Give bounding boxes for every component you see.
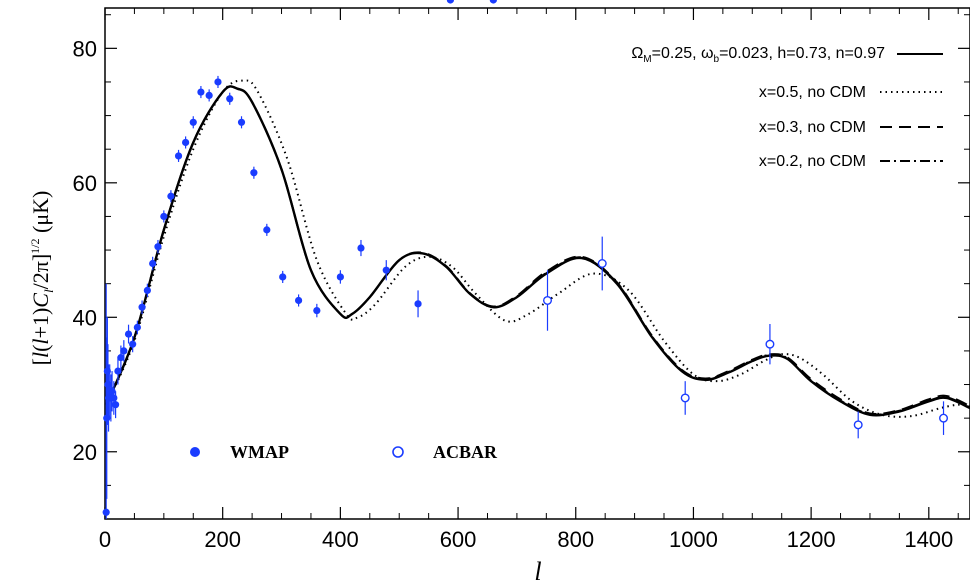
wmap-point: [160, 212, 168, 221]
legend-label-lcdm: ΩM=0.25, ωb=0.023, h=0.73, n=0.97: [631, 45, 885, 65]
wmap-point: [250, 169, 258, 177]
wmap-point: [129, 340, 137, 348]
data-markers: [102, 0, 949, 516]
wmap-point: [205, 91, 213, 100]
series-line-dashdot: [105, 85, 970, 416]
wmap-point: [489, 0, 497, 4]
wmap-point: [110, 394, 118, 402]
wmap-point: [120, 347, 128, 355]
y-tick-label: 60: [73, 171, 97, 196]
wmap-point: [149, 259, 157, 268]
wmap-point: [111, 401, 120, 409]
wmap-point: [382, 266, 390, 274]
wmap-point: [103, 414, 111, 422]
wmap-point: [114, 367, 122, 375]
acbar-point: [853, 420, 863, 430]
data-legend: WMAP ACBAR: [190, 442, 498, 462]
wmap-point: [103, 367, 111, 375]
wmap-point: [174, 152, 183, 160]
wmap-point: [263, 226, 271, 234]
wmap-point: [214, 78, 222, 86]
legend: ΩM=0.25, ωb=0.023, h=0.73, n=0.97 x=0.5,…: [631, 45, 943, 170]
y-tick-label: 20: [73, 440, 97, 465]
x-tick-label: 0: [99, 527, 111, 552]
y-tick-label: 40: [73, 305, 97, 330]
wmap-point: [182, 138, 190, 147]
acbar-legend-label: ACBAR: [433, 442, 498, 462]
wmap-point: [124, 330, 133, 338]
axis-ticks: 0 200 400 600 800 1000 1200 1400 20 40 60 80: [73, 8, 970, 552]
wmap-point: [167, 192, 175, 200]
legend-label-x05: x=0.5, no CDM: [759, 84, 866, 101]
wmap-point: [226, 95, 234, 103]
wmap-point: [138, 303, 146, 311]
x-tick-label: 600: [440, 527, 477, 552]
model-curves: [105, 79, 970, 418]
wmap-legend-label: WMAP: [230, 442, 289, 462]
wmap-point: [313, 306, 321, 315]
acbar-point: [680, 393, 690, 403]
x-tick-label: 1000: [669, 527, 718, 552]
acbar-point: [939, 413, 949, 423]
x-tick-label: 800: [557, 527, 594, 552]
wmap-point: [357, 244, 365, 252]
wmap-point: [143, 286, 151, 294]
wmap-point: [446, 0, 455, 4]
x-tick-label: 1200: [787, 527, 836, 552]
y-tick-label: 80: [73, 36, 97, 61]
wmap-point: [336, 273, 344, 281]
acbar-point: [543, 295, 553, 305]
x-axis-title: l: [534, 557, 541, 584]
wmap-point: [197, 88, 205, 96]
plot-frame: [104, 7, 970, 520]
wmap-legend-marker: [190, 447, 200, 457]
legend-label-x03: x=0.3, no CDM: [759, 119, 866, 136]
wmap-point: [294, 296, 303, 305]
acbar-legend-marker: [392, 446, 404, 458]
legend-label-x02: x=0.2, no CDM: [759, 153, 866, 170]
wmap-point: [279, 273, 287, 281]
wmap-point: [154, 243, 162, 251]
wmap-point: [189, 118, 197, 126]
wmap-point: [102, 508, 110, 516]
wmap-point: [414, 300, 422, 308]
wmap-point: [237, 118, 246, 126]
wmap-point: [108, 387, 116, 395]
x-tick-label: 400: [322, 527, 359, 552]
acbar-point: [765, 339, 775, 349]
wmap-point: [104, 380, 112, 389]
x-tick-label: 200: [204, 527, 241, 552]
y-axis-title: [l(l+1)Cl/2π]1/2 (μK): [28, 191, 56, 366]
wmap-point: [117, 354, 125, 362]
series-line-dotted: [105, 79, 970, 418]
wmap-point: [133, 323, 141, 331]
x-tick-label: 1400: [904, 527, 953, 552]
acbar-point: [597, 259, 607, 269]
